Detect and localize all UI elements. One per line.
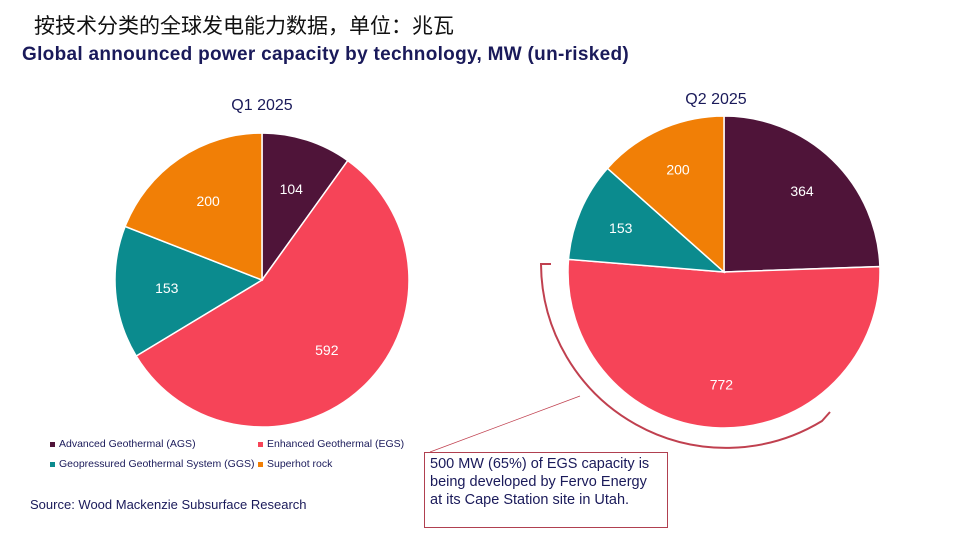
legend-item-egs: Enhanced Geothermal (EGS) [258,438,404,450]
data-label-q2-egs: 772 [710,376,734,392]
egs-bracket [539,263,831,449]
pie-slice-q1-ags [261,132,349,283]
legend-label: Geopressured Geothermal System (GGS) [59,458,255,470]
pie-slice-q1-ggs [114,225,264,358]
callout-box: 500 MW (65%) of EGS capacity is being de… [424,452,668,528]
source-note: Source: Wood Mackenzie Subsurface Resear… [30,497,307,512]
legend-swatch [258,461,263,467]
pie-slice-q2-superhot [606,115,725,274]
data-label-q2-superhot: 200 [666,162,690,178]
pie-slice-q2-egs [567,258,881,429]
legend-item-ggs: Geopressured Geothermal System (GGS) [50,458,255,470]
legend-item-ags: Advanced Geothermal (AGS) [50,438,196,450]
pie-slice-q2-ggs [567,167,727,273]
q1-title: Q1 2025 [231,97,292,114]
pie-slice-q1-superhot [124,132,263,282]
legend-label: Superhot rock [267,458,333,470]
data-label-q2-ggs: 153 [609,220,633,236]
data-label-q1-ags: 104 [280,181,304,197]
data-label-q1-egs: 592 [315,342,339,358]
legend-swatch [50,461,55,467]
legend-swatch [50,441,55,447]
data-label-q2-ags: 364 [790,183,814,199]
data-label-q1-ggs: 153 [155,280,179,296]
title-english: Global announced power capacity by techn… [22,44,630,65]
title-chinese: 按技术分类的全球发电能力数据，单位：兆瓦 [34,14,454,38]
legend-label: Advanced Geothermal (AGS) [59,438,196,450]
legend-swatch [258,441,263,447]
pie-slice-q2-ags [723,115,881,273]
callout-leader [429,395,581,453]
q2-title: Q2 2025 [685,91,746,108]
legend-item-superhot: Superhot rock [258,458,332,470]
data-label-q1-superhot: 200 [196,193,220,209]
pie-slice-q1-egs [135,159,410,428]
legend-label: Enhanced Geothermal (EGS) [267,438,405,450]
